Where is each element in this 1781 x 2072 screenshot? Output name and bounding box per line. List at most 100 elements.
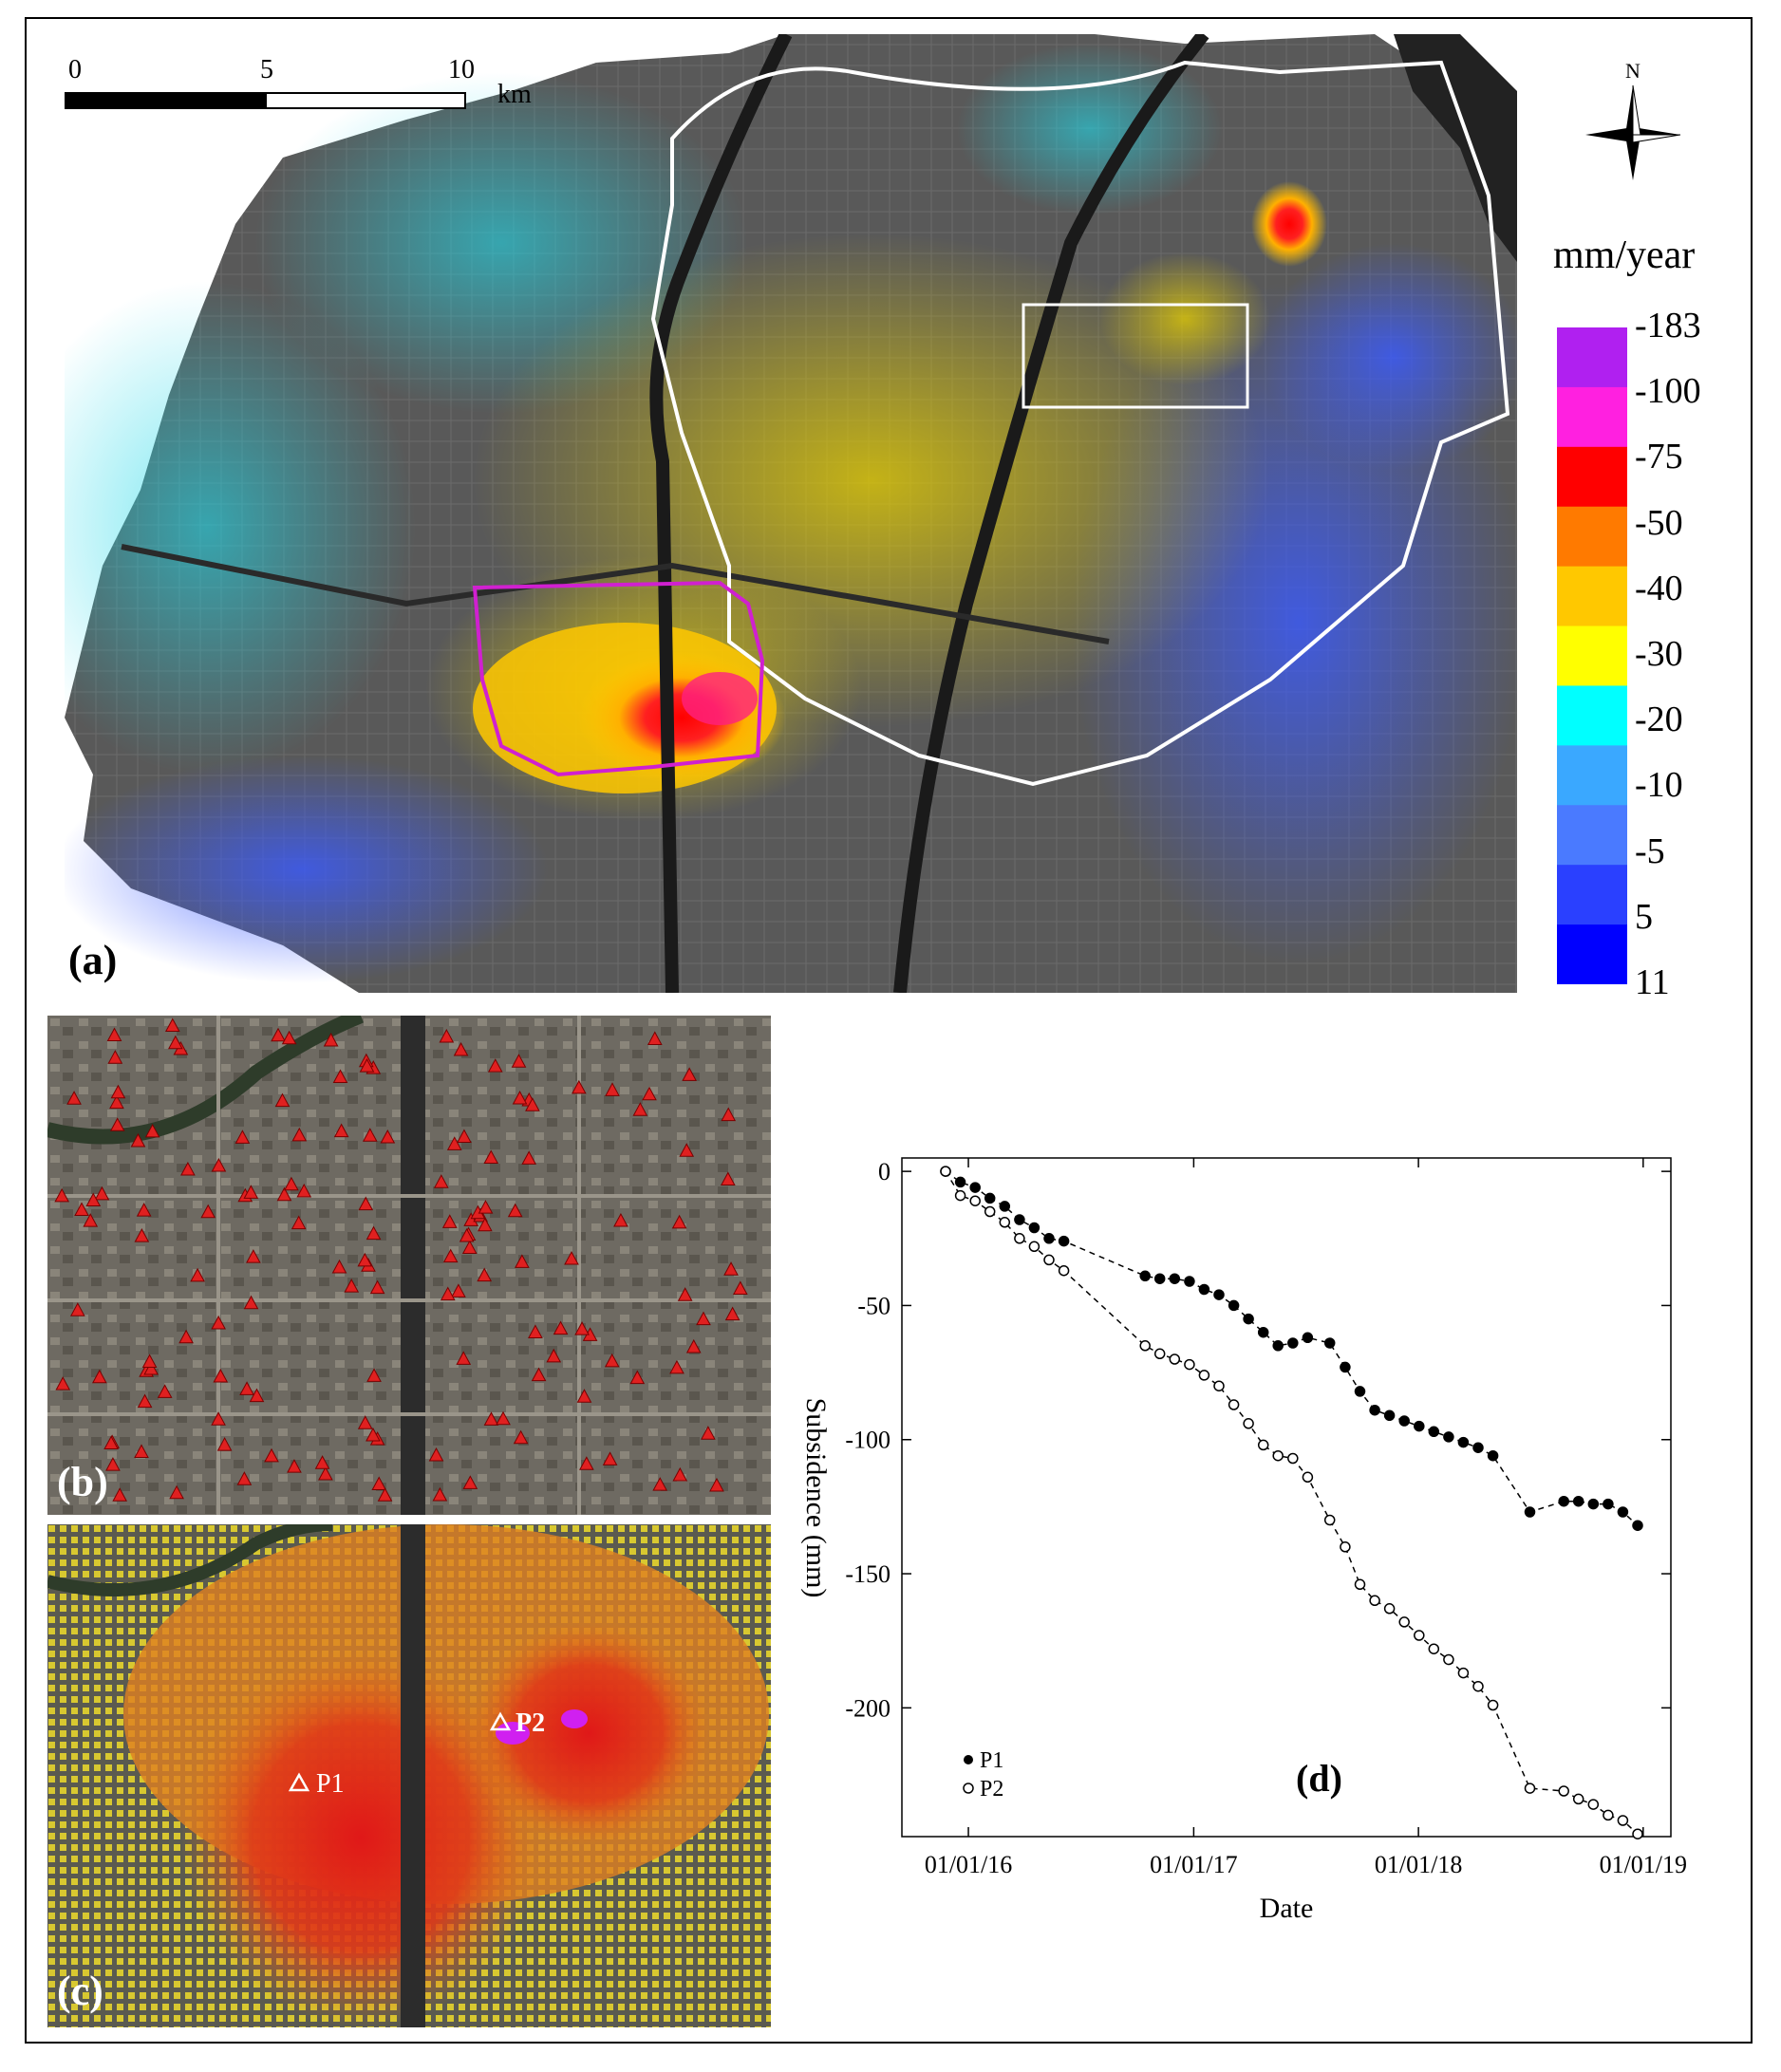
- ps-point: [720, 1171, 736, 1185]
- ps-point: [366, 1368, 382, 1382]
- ps-point: [459, 1227, 475, 1242]
- colorbar-label: -5: [1635, 831, 1665, 871]
- data-point-p1: [1302, 1332, 1314, 1344]
- data-point-p2: [1603, 1809, 1614, 1821]
- y-axis-ticks: 0 -50 -100 -150 -200: [845, 1158, 1671, 1722]
- data-point-p1: [1414, 1420, 1425, 1432]
- ps-point: [701, 1426, 716, 1440]
- data-point-p2: [1587, 1799, 1600, 1810]
- ps-point: [513, 1429, 529, 1445]
- data-point-p1: [1524, 1506, 1536, 1518]
- ps-point: [669, 1359, 684, 1374]
- ps-point: [652, 1477, 668, 1491]
- colorbar-label: -30: [1635, 634, 1683, 674]
- ps-point: [332, 1069, 348, 1084]
- x-axis-label: Date: [1260, 1893, 1314, 1924]
- ps-point: [333, 1123, 349, 1138]
- data-point-p2: [1632, 1828, 1643, 1839]
- map-a-canvas: 0 5 10 km: [65, 34, 1517, 993]
- ps-point: [696, 1311, 711, 1326]
- ps-point: [366, 1225, 382, 1241]
- data-point-p2: [1228, 1399, 1240, 1410]
- ps-point: [521, 1150, 537, 1165]
- ps-point: [496, 1410, 511, 1426]
- colorbar-segment: [1557, 924, 1627, 984]
- legend-label-p2: P2: [980, 1777, 1003, 1801]
- colorbar-label: 5: [1635, 896, 1653, 937]
- p1-marker-icon: [288, 1772, 310, 1792]
- data-point-p1: [954, 1176, 966, 1188]
- ps-point: [234, 1129, 251, 1144]
- data-point-p2: [1287, 1452, 1299, 1465]
- data-point-p1: [1213, 1289, 1225, 1300]
- ps-point: [106, 1027, 122, 1042]
- ps-point: [103, 1435, 119, 1450]
- p2-marker-icon: [489, 1711, 512, 1731]
- ps-point: [169, 1484, 184, 1500]
- ps-point: [274, 1092, 291, 1108]
- ps-point: [331, 1259, 347, 1274]
- ps-point: [576, 1389, 592, 1403]
- ps-point: [428, 1447, 444, 1462]
- ps-point: [457, 1129, 472, 1144]
- ps-point: [94, 1185, 110, 1201]
- colorbar-segment: [1557, 446, 1627, 508]
- ps-point: [629, 1370, 646, 1385]
- data-point-p1: [1443, 1431, 1454, 1443]
- ps-point: [380, 1129, 396, 1144]
- data-point-p2: [1354, 1578, 1366, 1591]
- data-point-p1: [1354, 1386, 1366, 1397]
- data-point-p2: [1323, 1514, 1336, 1526]
- ps-point: [483, 1149, 499, 1165]
- data-point-p2: [984, 1205, 996, 1218]
- ps-point: [107, 1050, 123, 1064]
- data-point-p1: [1257, 1326, 1269, 1338]
- colorbar-label: -40: [1635, 568, 1683, 608]
- data-point-p2: [1028, 1241, 1040, 1253]
- ps-point: [453, 1041, 469, 1056]
- ps-point: [83, 1213, 99, 1227]
- ps-point: [54, 1187, 70, 1203]
- ps-point: [515, 1254, 530, 1268]
- x-tick-label: 01/01/17: [1150, 1851, 1237, 1878]
- north-arrow-icon: N: [1585, 59, 1681, 180]
- data-point-p2: [1302, 1471, 1314, 1484]
- ps-point: [723, 1261, 739, 1276]
- ps-point: [677, 1287, 693, 1301]
- ps-point: [451, 1283, 466, 1297]
- ps-point: [572, 1079, 587, 1094]
- data-point-p1: [1198, 1283, 1210, 1296]
- ps-point: [441, 1214, 458, 1228]
- ps-point: [439, 1028, 455, 1043]
- figure-frame: [25, 17, 1753, 2044]
- ps-point: [487, 1058, 503, 1073]
- colorbar-segment: [1557, 745, 1627, 806]
- ps-point: [109, 1117, 125, 1131]
- y-tick-label: -50: [857, 1292, 890, 1319]
- data-point-p1: [999, 1201, 1011, 1212]
- ps-point: [180, 1161, 196, 1176]
- y-tick-label: 0: [878, 1158, 890, 1185]
- ps-point: [271, 1027, 286, 1042]
- ps-point: [371, 1476, 387, 1491]
- series-line-p2: [945, 1170, 1639, 1835]
- ps-points-map: (b): [47, 1016, 771, 1515]
- colorbar-unit: mm/year: [1553, 233, 1696, 277]
- ps-point: [249, 1388, 265, 1403]
- ps-point: [682, 1067, 697, 1081]
- data-point-p1: [1184, 1276, 1195, 1287]
- data-point-p2: [969, 1195, 981, 1206]
- ps-point: [281, 1030, 297, 1045]
- ps-point: [164, 1017, 180, 1032]
- colorbar-label: -183: [1635, 306, 1701, 345]
- ps-point: [110, 1084, 126, 1099]
- scale-bar: 0 5 10 km: [65, 55, 532, 109]
- panel-a-label: (a): [68, 937, 118, 983]
- ps-point: [605, 1082, 620, 1096]
- ps-point: [287, 1459, 302, 1473]
- data-point-p2: [1414, 1630, 1425, 1641]
- data-point-p2: [1043, 1254, 1055, 1266]
- data-point-p1: [1472, 1442, 1484, 1453]
- data-point-p2: [1153, 1348, 1166, 1360]
- data-point-p2: [954, 1189, 966, 1202]
